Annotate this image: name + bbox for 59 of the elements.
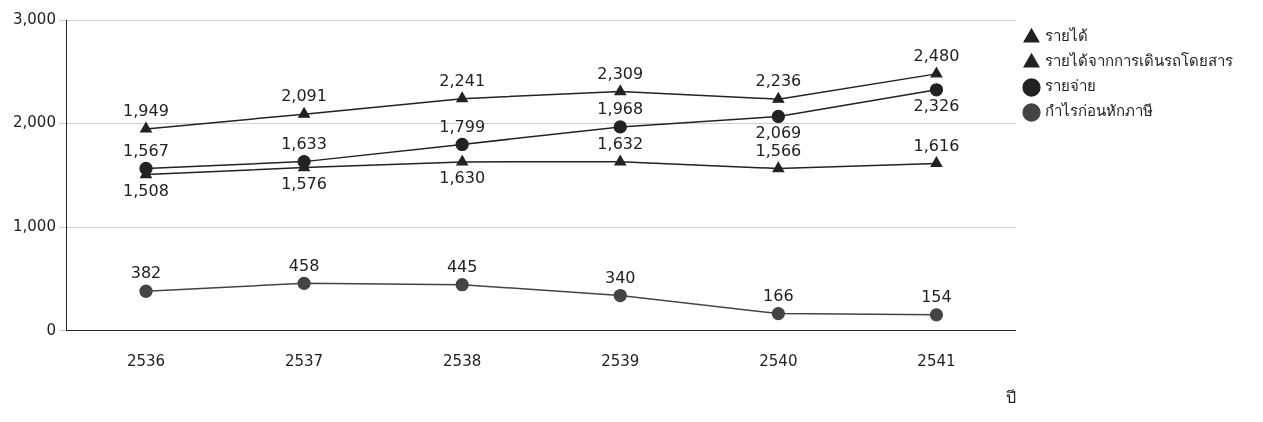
x-tick-label: 2540 (759, 351, 798, 370)
y-tick-label: 2,000 (12, 113, 56, 132)
data-label: 1,630 (439, 168, 486, 188)
data-label: 1,633 (281, 133, 327, 153)
data-label: 154 (921, 287, 952, 306)
point (929, 83, 944, 97)
point (614, 84, 627, 96)
point (140, 122, 152, 133)
data-label: 1,566 (755, 140, 802, 160)
y-tick-label: 0 (46, 320, 56, 339)
point (456, 155, 469, 166)
point (930, 156, 943, 168)
point (455, 278, 469, 292)
x-tick-label: 2538 (443, 351, 482, 370)
data-label: 2,236 (755, 71, 802, 91)
data-label: 2,326 (913, 95, 960, 115)
point (930, 67, 943, 78)
data-label: 445 (446, 256, 478, 276)
data-label: 340 (604, 267, 636, 287)
point (298, 107, 310, 118)
point (456, 91, 469, 103)
point (929, 308, 944, 322)
x-axis-title: ปี (1005, 387, 1016, 407)
data-label: 1,968 (597, 99, 644, 119)
point (771, 109, 786, 124)
data-label: 1,799 (439, 116, 486, 136)
data-label: 382 (130, 263, 162, 283)
data-label: 2,069 (755, 122, 802, 142)
y-tick-label: 3,000 (12, 9, 56, 28)
data-label: 2,309 (597, 63, 644, 83)
legend-label: รายได้ (1045, 27, 1088, 46)
point (772, 161, 785, 173)
data-label: 1,949 (123, 101, 169, 121)
point (614, 155, 627, 166)
data-label: 2,241 (439, 70, 486, 90)
data-label: 166 (763, 285, 794, 305)
x-tick-label: 2537 (284, 351, 324, 370)
point (613, 120, 627, 134)
data-label: 1,632 (597, 133, 644, 153)
point (772, 92, 785, 103)
x-tick-label: 2541 (917, 351, 956, 370)
x-tick-label: 2539 (601, 351, 640, 370)
point (771, 306, 786, 321)
data-label: 1,567 (123, 140, 169, 160)
legend-label: กำไรก่อนหักภาษี (1045, 102, 1153, 121)
point (613, 288, 627, 303)
x-tick-label: 2536 (126, 351, 166, 370)
point (455, 137, 469, 152)
data-label: 2,091 (281, 86, 327, 106)
legend-label: รายได้จากการเดินรถโดยสาร (1045, 52, 1233, 71)
data-label: 458 (288, 255, 320, 275)
y-tick-label: 1,000 (12, 217, 56, 236)
point (139, 284, 153, 298)
data-label: 2,480 (913, 46, 960, 66)
data-label: 1,576 (281, 173, 327, 193)
data-label: 1,616 (913, 135, 960, 155)
legend-label: รายจ่าย (1045, 77, 1096, 96)
point (297, 276, 311, 290)
data-label: 1,508 (123, 180, 169, 200)
